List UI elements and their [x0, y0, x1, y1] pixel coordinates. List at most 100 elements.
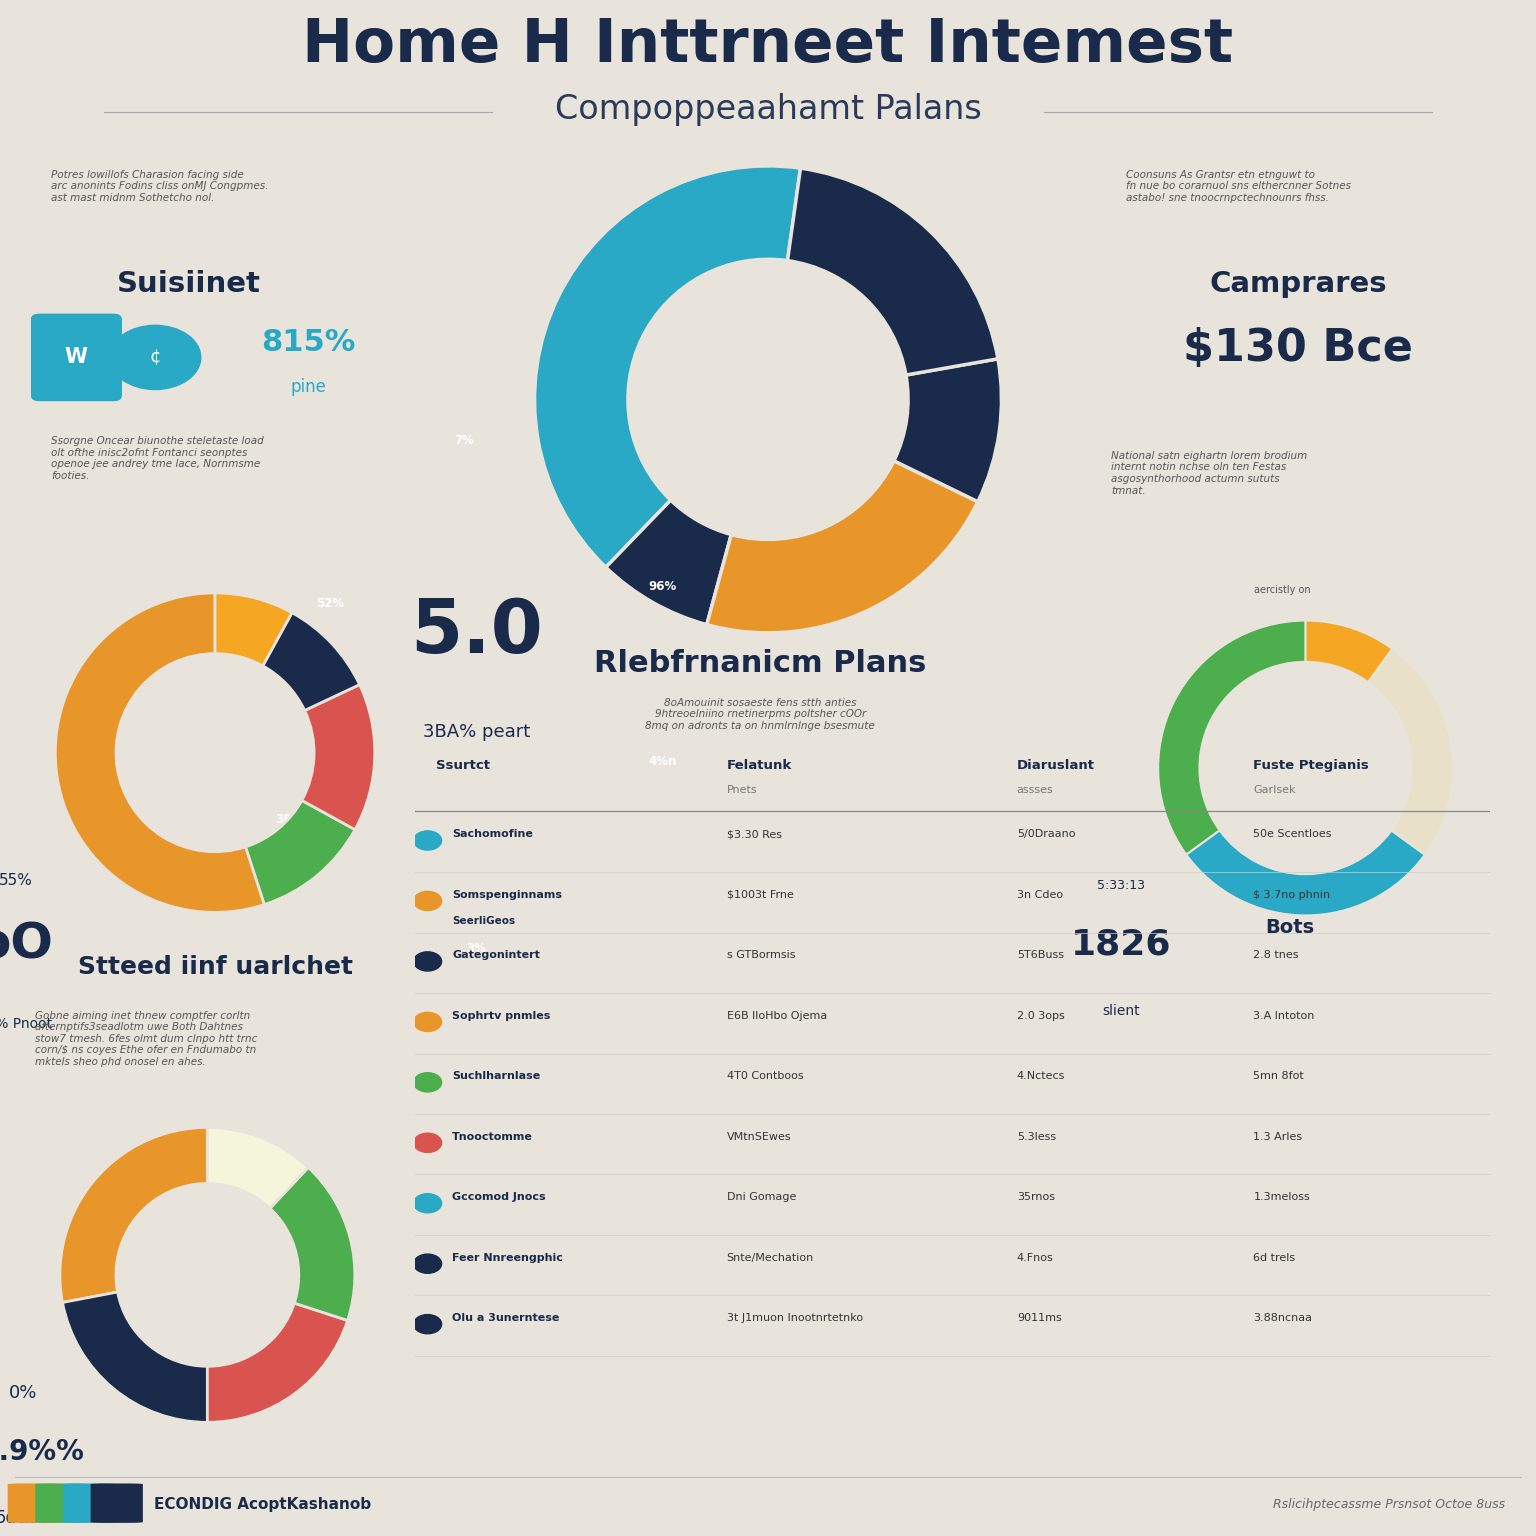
Text: ho% Pnoot: ho% Pnoot	[0, 1017, 52, 1031]
Wedge shape	[207, 1303, 347, 1422]
Wedge shape	[55, 593, 264, 912]
Text: Potres lowillofs Charasion facing side
arc anonints Fodins cliss onMJ Congpmes.
: Potres lowillofs Charasion facing side a…	[51, 170, 269, 203]
Text: aercistly on: aercistly on	[1255, 585, 1310, 594]
Text: Ssorgne Oncear biunothe steletaste load
olt ofthe inisc2ofnt Fontanci seonptes
o: Ssorgne Oncear biunothe steletaste load …	[52, 436, 264, 481]
Text: 5.3less: 5.3less	[1017, 1132, 1055, 1141]
Text: $130 Bce: $130 Bce	[1183, 327, 1413, 370]
Wedge shape	[303, 685, 375, 829]
Text: $3.30 Res: $3.30 Res	[727, 829, 782, 840]
Text: Rslicihptecassme Prsnsot Octoe 8uss: Rslicihptecassme Prsnsot Octoe 8uss	[1273, 1499, 1505, 1511]
Text: Sophrtv pnmles: Sophrtv pnmles	[452, 1011, 551, 1021]
Text: 8oAmouinit sosaeste fens stth anties
9htreoelniino rnetinerpms poltsher cOOr
8mq: 8oAmouinit sosaeste fens stth anties 9ht…	[645, 697, 876, 731]
Text: slient: slient	[1103, 1005, 1140, 1018]
Text: 3%: 3%	[467, 942, 485, 954]
Text: Somspenginnams: Somspenginnams	[452, 889, 562, 900]
Text: VMtnSEwes: VMtnSEwes	[727, 1132, 791, 1141]
Text: Sachomofine: Sachomofine	[452, 829, 533, 840]
Text: 4T0 Contboos: 4T0 Contboos	[727, 1071, 803, 1081]
Text: pine: pine	[290, 378, 327, 396]
Text: 1.3meloss: 1.3meloss	[1253, 1192, 1310, 1203]
Text: 5mn 8fot: 5mn 8fot	[1253, 1071, 1304, 1081]
FancyBboxPatch shape	[91, 1484, 143, 1522]
Wedge shape	[60, 1127, 207, 1303]
Text: 3n Cdeo: 3n Cdeo	[1017, 889, 1063, 900]
Text: Olu a 3unerntese: Olu a 3unerntese	[452, 1313, 559, 1322]
Wedge shape	[707, 461, 978, 633]
Text: 50e Scentloes: 50e Scentloes	[1253, 829, 1332, 840]
Circle shape	[413, 831, 442, 849]
Wedge shape	[263, 613, 359, 711]
Text: 0%: 0%	[9, 1384, 37, 1402]
Text: Stteed iinf uarlchet: Stteed iinf uarlchet	[77, 955, 353, 980]
Text: 2.8 tnes: 2.8 tnes	[1253, 951, 1299, 960]
Text: Ssurtct: Ssurtct	[436, 759, 490, 773]
Wedge shape	[894, 359, 1001, 502]
Text: 96%: 96%	[648, 579, 677, 593]
Text: $1003t Frne: $1003t Frne	[727, 889, 794, 900]
Circle shape	[413, 1072, 442, 1092]
Text: s GTBormsis: s GTBormsis	[727, 951, 796, 960]
Text: 5.0: 5.0	[410, 596, 542, 670]
Circle shape	[413, 891, 442, 911]
Text: oO: oO	[0, 920, 54, 968]
Circle shape	[413, 1134, 442, 1152]
Text: National satn eighartn lorem brodium
internt notin nchse oln ten Festas
asgosynt: National satn eighartn lorem brodium int…	[1112, 452, 1307, 496]
Text: 5:33:13: 5:33:13	[1097, 880, 1146, 892]
Text: 55%: 55%	[0, 872, 32, 888]
Text: Feer Nnreengphic: Feer Nnreengphic	[452, 1253, 564, 1263]
Wedge shape	[535, 166, 800, 567]
Wedge shape	[246, 800, 355, 905]
Text: Diaruslant: Diaruslant	[1017, 759, 1095, 773]
Text: Gccomod Jnocs: Gccomod Jnocs	[452, 1192, 545, 1203]
Text: Camprares: Camprares	[1209, 270, 1387, 298]
Text: 815%: 815%	[261, 329, 356, 358]
Wedge shape	[63, 1292, 207, 1422]
Text: Gobne aiming inet thnew comptfer corltn
afternptifs3seadlotm uwe Both Dahtnes
st: Gobne aiming inet thnew comptfer corltn …	[35, 1011, 258, 1068]
Wedge shape	[1306, 621, 1392, 682]
Text: 5d&55: 5d&55	[0, 1510, 51, 1527]
Text: ¢: ¢	[149, 349, 161, 367]
Wedge shape	[1186, 831, 1425, 915]
Text: Felatunk: Felatunk	[727, 759, 791, 773]
Text: 35rnos: 35rnos	[1017, 1192, 1055, 1203]
Text: 7%: 7%	[455, 433, 475, 447]
Text: 6d trels: 6d trels	[1253, 1253, 1295, 1263]
Text: 9011ms: 9011ms	[1017, 1313, 1061, 1322]
Text: E6B lloHbo Ojema: E6B lloHbo Ojema	[727, 1011, 826, 1021]
Text: 4.Nctecs: 4.Nctecs	[1017, 1071, 1064, 1081]
Circle shape	[413, 1315, 442, 1333]
Circle shape	[109, 326, 201, 390]
Circle shape	[413, 952, 442, 971]
Wedge shape	[1158, 621, 1306, 854]
Text: Dni Gomage: Dni Gomage	[727, 1192, 796, 1203]
Text: 1.3 Arles: 1.3 Arles	[1253, 1132, 1303, 1141]
Text: Suisiinet: Suisiinet	[117, 270, 260, 298]
Text: Snte/Mechation: Snte/Mechation	[727, 1253, 814, 1263]
Wedge shape	[1369, 648, 1453, 854]
FancyBboxPatch shape	[35, 1484, 88, 1522]
Text: SeerliGeos: SeerliGeos	[452, 915, 516, 926]
Text: $1.9%%: $1.9%%	[0, 1438, 84, 1465]
Circle shape	[413, 1012, 442, 1032]
Text: Compoppeaahamt Palans: Compoppeaahamt Palans	[554, 92, 982, 126]
Circle shape	[413, 1253, 442, 1273]
Wedge shape	[788, 167, 998, 375]
Text: ECONDIG AcoptKashanob: ECONDIG AcoptKashanob	[154, 1498, 370, 1513]
Text: 3.88ncnaa: 3.88ncnaa	[1253, 1313, 1312, 1322]
Wedge shape	[215, 593, 292, 665]
FancyBboxPatch shape	[63, 1484, 115, 1522]
Text: assses: assses	[1017, 785, 1054, 796]
FancyBboxPatch shape	[8, 1484, 60, 1522]
Text: 3.A lntoton: 3.A lntoton	[1253, 1011, 1315, 1021]
Text: 5T6Buss: 5T6Buss	[1017, 951, 1064, 960]
Text: Fuste Ptegianis: Fuste Ptegianis	[1253, 759, 1369, 773]
Text: Bots: Bots	[1266, 919, 1315, 937]
Text: Gategonintert: Gategonintert	[452, 951, 541, 960]
Text: GarIsek: GarIsek	[1253, 785, 1296, 796]
Wedge shape	[207, 1127, 309, 1209]
Text: Home H Inttrneet Intemest: Home H Inttrneet Intemest	[303, 17, 1233, 75]
Text: Suchlharnlase: Suchlharnlase	[452, 1071, 541, 1081]
Text: 52%: 52%	[316, 598, 344, 610]
Text: 3BA% peart: 3BA% peart	[422, 723, 530, 740]
Wedge shape	[270, 1167, 355, 1321]
